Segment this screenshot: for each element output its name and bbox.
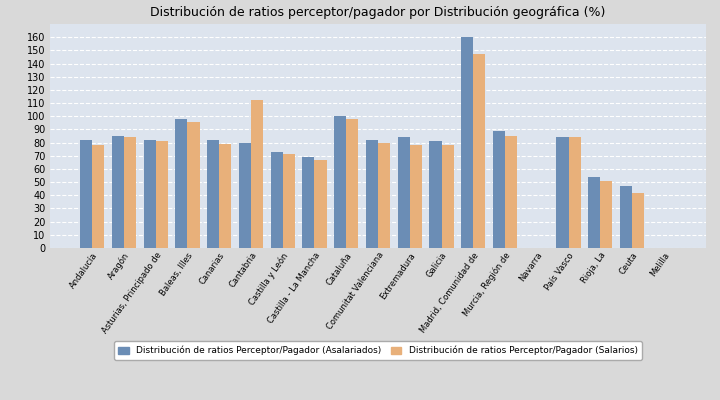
Bar <box>176 119 187 248</box>
Bar <box>92 145 104 248</box>
Bar <box>334 116 346 248</box>
Bar <box>220 144 231 248</box>
Bar <box>378 142 390 248</box>
Bar <box>251 100 263 248</box>
Bar <box>462 37 473 248</box>
Legend: Distribución de ratios Perceptor/Pagador (Asalariados), Distribución de ratios P: Distribución de ratios Perceptor/Pagador… <box>114 342 642 360</box>
Bar <box>187 122 199 248</box>
Bar <box>600 181 612 248</box>
Title: Distribución de ratios perceptor/pagador por Distribución geográfica (%): Distribución de ratios perceptor/pagador… <box>150 6 606 19</box>
Bar <box>207 140 220 248</box>
Bar <box>112 136 124 248</box>
Bar <box>283 154 294 248</box>
Bar <box>346 119 359 248</box>
Bar <box>429 141 441 248</box>
Bar <box>493 131 505 248</box>
Bar <box>569 137 580 248</box>
Bar <box>271 152 283 248</box>
Bar <box>366 140 378 248</box>
Bar <box>144 140 156 248</box>
Bar <box>588 177 600 248</box>
Bar <box>620 186 632 248</box>
Bar <box>410 145 422 248</box>
Bar <box>473 54 485 248</box>
Bar <box>505 136 517 248</box>
Bar <box>80 140 92 248</box>
Bar <box>124 137 136 248</box>
Bar <box>156 141 168 248</box>
Bar <box>397 137 410 248</box>
Bar <box>302 157 315 248</box>
Bar <box>557 137 569 248</box>
Bar <box>315 160 327 248</box>
Bar <box>441 145 454 248</box>
Bar <box>632 193 644 248</box>
Bar <box>239 142 251 248</box>
